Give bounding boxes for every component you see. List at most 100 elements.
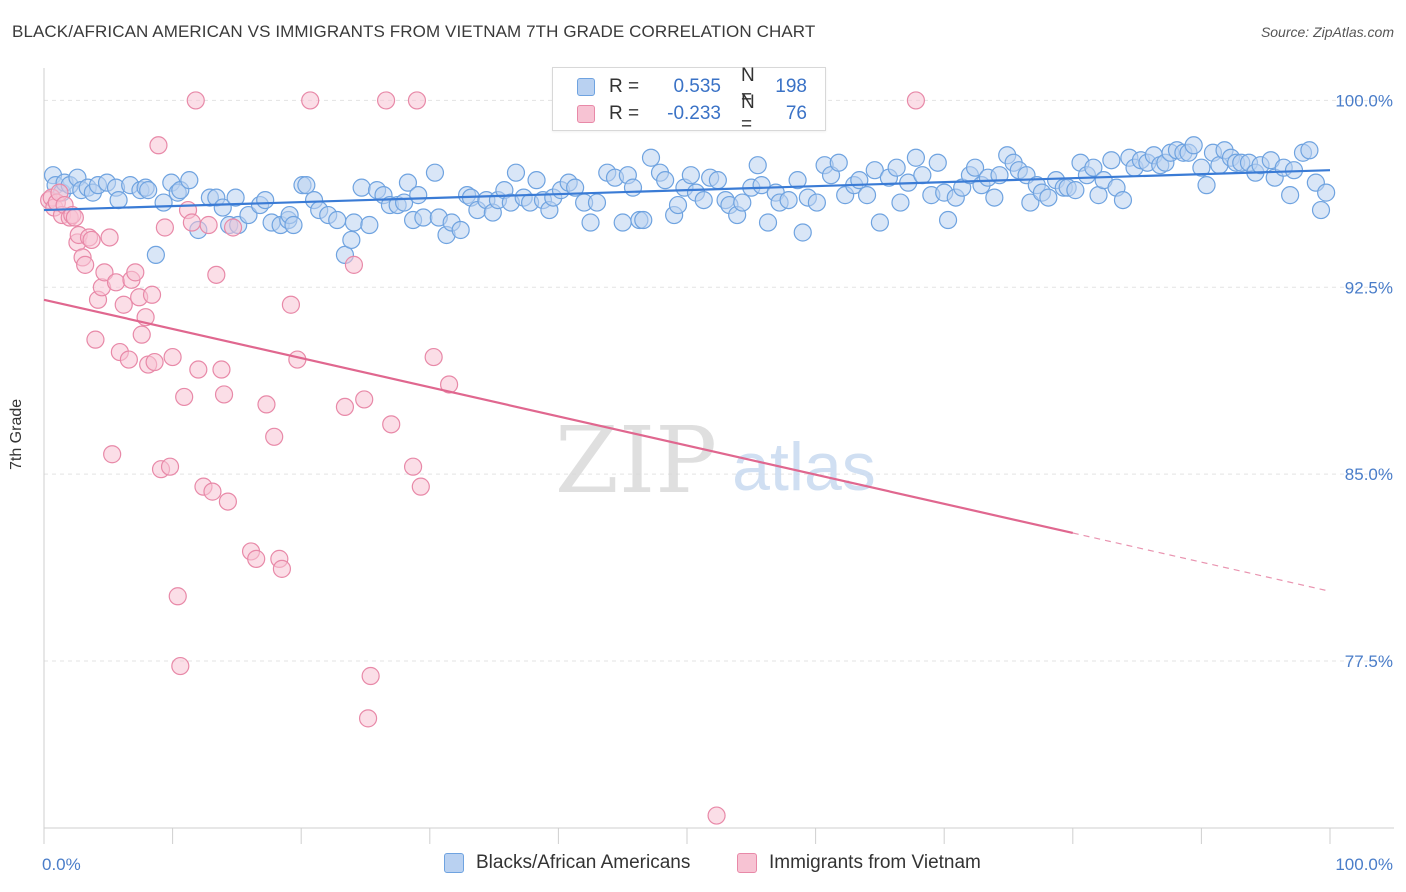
- point-blacks: [109, 190, 128, 210]
- point-vietnam: [132, 325, 151, 344]
- point-blacks: [829, 153, 848, 172]
- point-blacks: [748, 156, 767, 175]
- point-vietnam: [182, 213, 201, 232]
- point-vietnam: [355, 390, 374, 409]
- x-tick-label: 100.0%: [1335, 855, 1393, 874]
- point-vietnam: [376, 91, 396, 110]
- trendline-vietnam: [43, 298, 1074, 535]
- point-blacks: [733, 193, 752, 212]
- point-blacks: [913, 166, 932, 185]
- point-vietnam: [149, 136, 168, 155]
- point-blacks: [807, 193, 826, 212]
- point-vietnam: [214, 385, 234, 404]
- legend-item-vietnam[interactable]: Immigrants from Vietnam: [737, 852, 981, 874]
- point-blacks: [623, 178, 643, 197]
- point-blacks: [1300, 141, 1319, 160]
- point-vietnam: [407, 91, 427, 110]
- point-blacks: [527, 171, 546, 190]
- watermark-atlas: atlas: [732, 429, 876, 505]
- point-blacks: [1066, 181, 1085, 200]
- point-blacks: [506, 163, 526, 182]
- point-blacks: [870, 213, 890, 232]
- point-blacks: [865, 161, 884, 180]
- point-blacks: [146, 245, 165, 265]
- point-blacks: [1084, 158, 1103, 177]
- point-vietnam: [186, 91, 205, 110]
- point-blacks: [1021, 193, 1040, 212]
- point-vietnam: [335, 397, 355, 417]
- point-vietnam: [145, 352, 164, 372]
- point-vietnam: [301, 91, 320, 110]
- point-blacks: [139, 181, 158, 200]
- point-blacks: [226, 188, 245, 207]
- point-blacks: [1102, 151, 1121, 170]
- point-vietnam: [163, 347, 182, 367]
- axes: [43, 68, 1394, 844]
- legend-r-label: R =: [609, 103, 640, 124]
- point-vietnam: [361, 666, 380, 686]
- point-blacks: [239, 205, 258, 225]
- point-vietnam: [171, 656, 190, 676]
- point-vietnam: [403, 457, 423, 476]
- point-vietnam: [212, 360, 231, 379]
- point-vietnam: [199, 215, 218, 235]
- point-blacks: [694, 190, 713, 210]
- legend-row-blacks: R = 0.535 N = 198: [553, 65, 807, 108]
- point-blacks: [352, 178, 371, 197]
- point-blacks: [1197, 176, 1216, 195]
- point-blacks: [256, 190, 275, 210]
- point-vietnam: [114, 295, 133, 314]
- point-blacks: [425, 163, 445, 182]
- point-blacks: [180, 171, 199, 190]
- point-vietnam: [76, 255, 95, 274]
- legend-n-label: N =: [741, 65, 755, 108]
- point-blacks: [1281, 186, 1300, 205]
- point-blacks: [414, 208, 433, 227]
- point-blacks: [708, 171, 727, 190]
- legend-swatch-vietnam: [577, 105, 595, 123]
- point-blacks: [681, 166, 700, 185]
- trendline-vietnam-extension: [1072, 532, 1331, 592]
- point-vietnam: [142, 285, 162, 304]
- point-blacks: [154, 193, 173, 212]
- y-tick-label: 92.5%: [1345, 278, 1393, 297]
- point-vietnam: [155, 218, 174, 237]
- point-vietnam: [265, 427, 284, 446]
- legend-label-vietnam: Immigrants from Vietnam: [769, 852, 981, 873]
- legend-r-label: R =: [609, 76, 640, 97]
- point-blacks: [779, 190, 798, 210]
- point-blacks: [850, 171, 869, 190]
- chart-title: BLACK/AFRICAN AMERICAN VS IMMIGRANTS FRO…: [12, 22, 816, 41]
- point-blacks: [398, 173, 418, 192]
- y-tick-label: 100.0%: [1335, 91, 1393, 110]
- point-blacks: [656, 171, 675, 190]
- point-blacks: [906, 148, 926, 167]
- legend-item-blacks[interactable]: Blacks/African Americans: [444, 852, 690, 874]
- point-blacks: [297, 176, 316, 195]
- point-vietnam: [203, 482, 222, 501]
- trend-layer: [43, 169, 1331, 592]
- legend-swatch-vietnam: [737, 853, 757, 873]
- point-blacks: [613, 213, 632, 232]
- legend-r-value: -0.233: [667, 103, 721, 124]
- point-vietnam: [424, 347, 443, 367]
- point-blacks: [451, 220, 470, 240]
- series-blacks: [43, 136, 1336, 265]
- point-blacks: [360, 215, 379, 235]
- point-blacks: [788, 171, 807, 190]
- point-blacks: [566, 178, 585, 197]
- point-vietnam: [160, 457, 180, 476]
- point-vietnam: [358, 709, 378, 728]
- point-blacks: [985, 188, 1004, 207]
- point-vietnam: [119, 350, 138, 369]
- legend-n-label: N =: [741, 92, 755, 135]
- point-blacks: [891, 193, 910, 212]
- legend-r-value: 0.535: [673, 76, 721, 97]
- point-blacks: [887, 158, 906, 177]
- legend-n-value: 76: [785, 103, 807, 124]
- point-vietnam: [411, 477, 430, 496]
- point-vietnam: [281, 295, 301, 314]
- point-vietnam: [175, 387, 194, 407]
- point-vietnam: [344, 255, 364, 274]
- point-blacks: [581, 213, 600, 232]
